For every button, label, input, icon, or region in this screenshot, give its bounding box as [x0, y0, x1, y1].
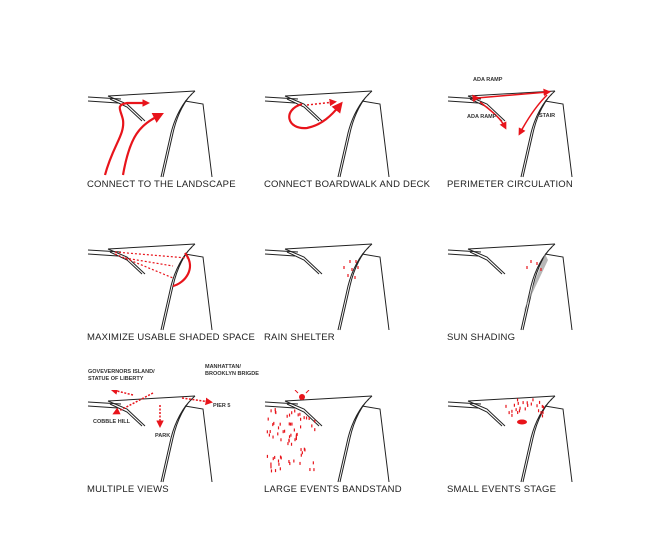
- panel-shaded-space: MAXIMIZE USABLE SHADED SPACE: [85, 238, 265, 368]
- panel-caption: CONNECT TO THE LANDSCAPE: [87, 179, 236, 190]
- panel-caption: SUN SHADING: [447, 332, 516, 343]
- panel-perimeter-circulation: ADA RAMP ADA RAMP STAIR PERIMETER CIRCUL…: [445, 77, 625, 215]
- panel-sun-shading: SUN SHADING: [445, 238, 625, 368]
- view-label-pier5: PIER 5: [213, 403, 231, 409]
- panel-caption: CONNECT BOARDWALK AND DECK: [264, 179, 431, 190]
- view-label-manhattan: MANHATTAN/BROOKLYN BRIGDE: [205, 364, 259, 377]
- panel-connect-boardwalk: CONNECT BOARDWALK AND DECK: [262, 85, 442, 215]
- panel-rain-shelter: RAIN SHELTER: [262, 238, 442, 368]
- stair-label: STAIR: [539, 113, 556, 119]
- panel-caption: SMALL EVENTS STAGE: [447, 484, 557, 495]
- panel-caption: MULTIPLE VIEWS: [87, 484, 169, 495]
- ada-ramp-label: ADA RAMP: [467, 114, 497, 120]
- panel-caption: LARGE EVENTS BANDSTAND: [264, 484, 402, 495]
- panel-caption: RAIN SHELTER: [264, 332, 335, 343]
- panel-connect-landscape: CONNECT TO THE LANDSCAPE: [85, 85, 265, 215]
- panel-multiple-views: GOVEVERNORS ISLAND/STATUE OF LIBERTY MAN…: [85, 364, 265, 520]
- view-label-cobble-hill: COBBLE HILL: [93, 419, 130, 425]
- view-label-park: PARK: [155, 433, 171, 439]
- panel-small-events: SMALL EVENTS STAGE: [445, 390, 625, 520]
- ada-ramp-label: ADA RAMP: [473, 77, 503, 83]
- panel-caption: PERIMETER CIRCULATION: [447, 179, 573, 190]
- view-label-governors: GOVEVERNORS ISLAND/STATUE OF LIBERTY: [88, 369, 155, 382]
- panel-caption: MAXIMIZE USABLE SHADED SPACE: [87, 332, 256, 343]
- panel-large-events: LARGE EVENTS BANDSTAND: [262, 390, 442, 520]
